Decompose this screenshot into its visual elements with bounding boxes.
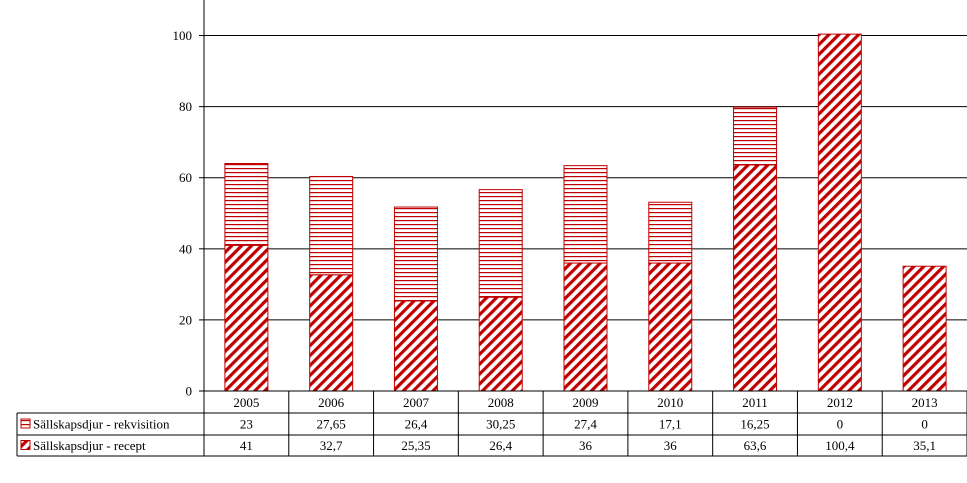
bar-segment-rekvisition-2011: [733, 106, 778, 166]
bars: [224, 33, 947, 392]
data-label: 17,1: [659, 417, 682, 432]
data-label: 27,65: [317, 417, 346, 432]
data-label: 26,4: [405, 417, 428, 432]
data-label: 16,25: [740, 417, 769, 432]
x-tick-label: 2008: [488, 395, 514, 410]
bar-segment-rekvisition-2006: [309, 175, 354, 276]
bar-segment-recept-2012: [817, 33, 862, 392]
data-label: 23: [240, 417, 253, 432]
data-label: 63,6: [744, 438, 767, 453]
bar-segment-rekvisition-2008: [478, 189, 523, 298]
x-tick-label: 2006: [318, 395, 345, 410]
bar-segment-recept-2006: [309, 274, 354, 392]
y-tick-label: 40: [179, 241, 192, 256]
data-label: 26,4: [489, 438, 512, 453]
y-tick-label: 100: [173, 28, 193, 43]
x-tick-label: 2010: [657, 395, 683, 410]
x-tick-label: 2013: [912, 395, 938, 410]
x-tick-label: 2007: [403, 395, 430, 410]
bar-segment-rekvisition-2009: [563, 165, 608, 264]
bar-segment-recept-2013: [902, 265, 947, 392]
bar-segment-recept-2008: [478, 296, 523, 392]
y-tick-label: 20: [179, 312, 192, 327]
bar-segment-recept-2005: [224, 244, 269, 392]
bar-segment-recept-2011: [733, 164, 778, 392]
y-axis: 0 20 40 60 80 100: [173, 0, 205, 399]
data-label: 41: [240, 438, 253, 453]
bar-segment-rekvisition-2005: [224, 163, 269, 246]
data-label: 0: [921, 417, 928, 432]
bar-segment-recept-2009: [563, 262, 608, 392]
data-label: 36: [664, 438, 678, 453]
data-label: 25,35: [401, 438, 430, 453]
x-tick-label: 2009: [573, 395, 599, 410]
data-label: 100,4: [825, 438, 855, 453]
data-label: 32,7: [320, 438, 343, 453]
y-tick-label: 60: [179, 170, 192, 185]
x-tick-label: 2012: [827, 395, 853, 410]
legend-key-recept: [20, 440, 31, 450]
data-label: 27,4: [574, 417, 597, 432]
x-tick-label: 2005: [233, 395, 259, 410]
x-tick-label: 2011: [742, 395, 768, 410]
legend-label: Sällskapsdjur - recept: [33, 438, 146, 453]
bar-segment-rekvisition-2010: [648, 201, 693, 264]
bar-segment-recept-2010: [648, 262, 693, 392]
y-tick-label: 80: [179, 99, 192, 114]
y-tick-label: 0: [186, 384, 193, 399]
legend-label: Sällskapsdjur - rekvisition: [33, 417, 170, 432]
data-label: 0: [837, 417, 844, 432]
data-table: 2005 2006 2007 2008 2009 2010 2011 2012 2013 Säll…: [16, 390, 967, 457]
data-label: 35,1: [913, 438, 936, 453]
bar-segment-recept-2007: [393, 300, 438, 392]
data-label: 30,25: [486, 417, 515, 432]
data-label: 36: [579, 438, 593, 453]
legend-key-rekvisition: [20, 418, 31, 429]
bar-segment-rekvisition-2007: [393, 206, 438, 302]
